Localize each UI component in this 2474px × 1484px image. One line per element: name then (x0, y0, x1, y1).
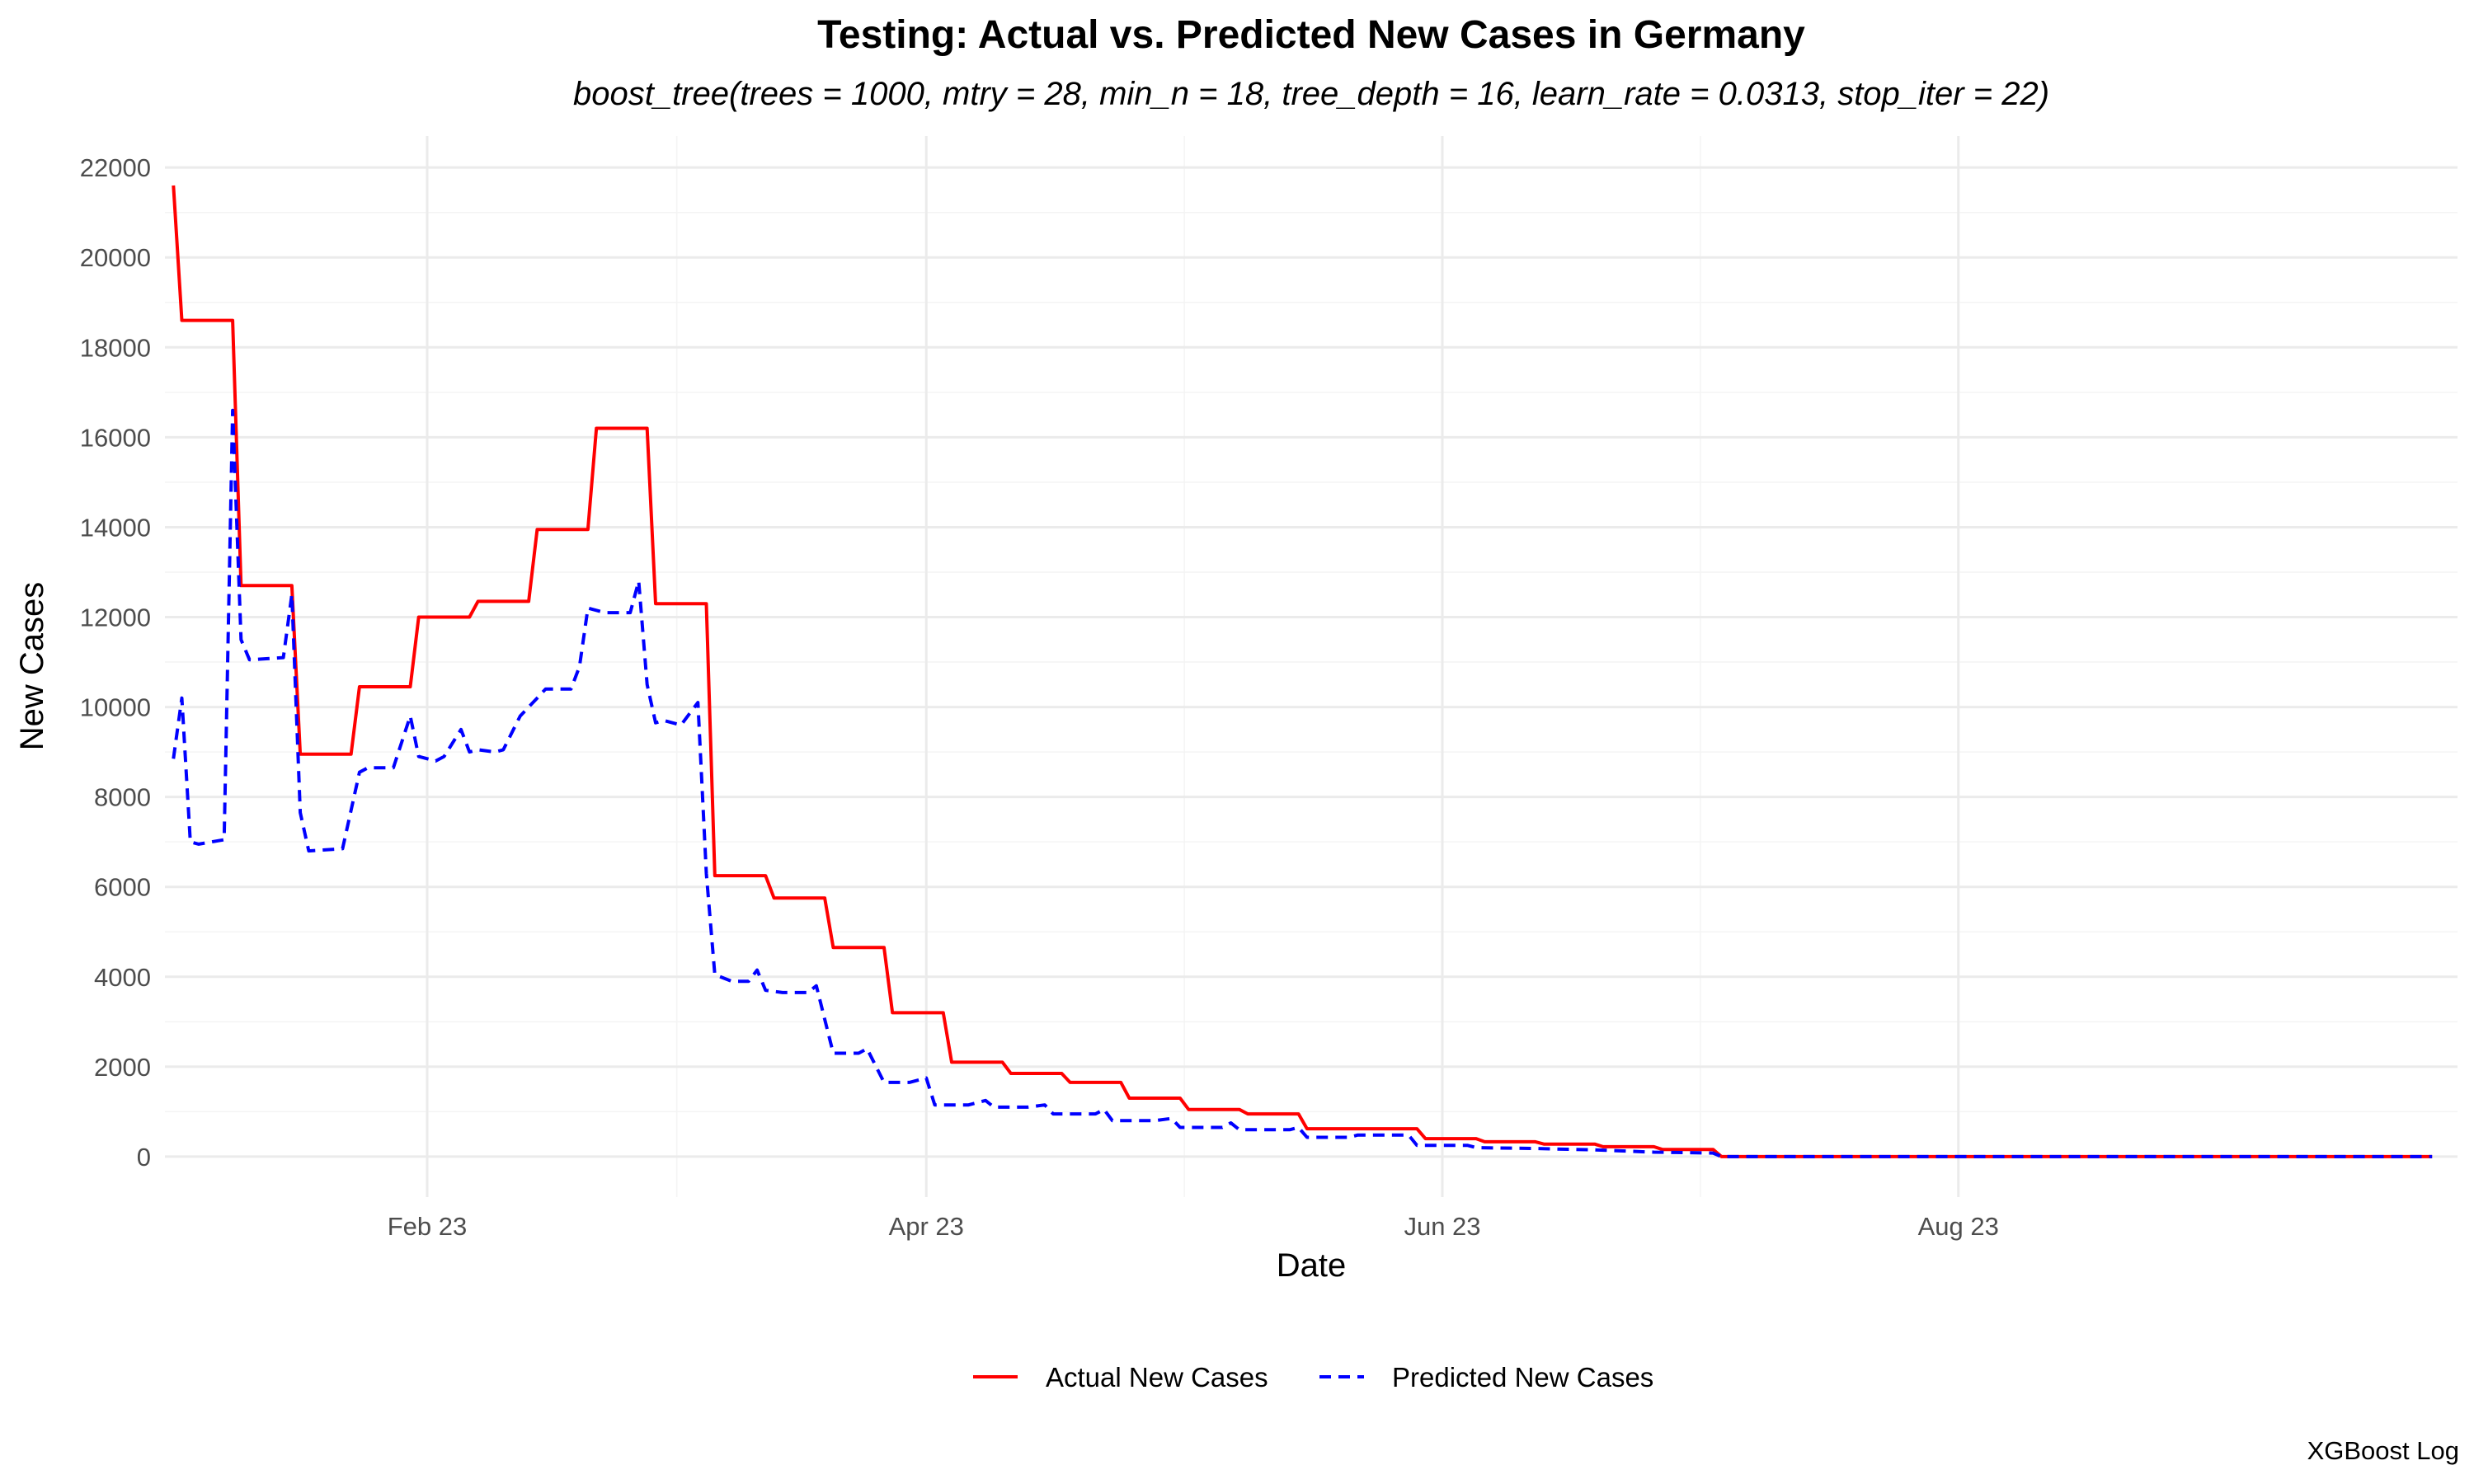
legend-label-predicted: Predicted New Cases (1392, 1362, 1653, 1392)
series-line-actual (172, 185, 2433, 1158)
y-tick-label: 0 (137, 1143, 151, 1172)
y-tick-label: 18000 (80, 333, 151, 362)
x-tick-label: Feb 23 (388, 1212, 468, 1241)
x-axis-label: Date (1277, 1247, 1347, 1284)
series-line-predicted (172, 408, 2433, 1158)
chart-title: Testing: Actual vs. Predicted New Cases … (817, 13, 1805, 57)
y-tick-label: 16000 (80, 423, 151, 452)
y-tick-label: 22000 (80, 153, 151, 182)
y-tick-label: 12000 (80, 603, 151, 632)
y-tick-label: 2000 (94, 1053, 151, 1082)
y-tick-label: 8000 (94, 783, 151, 812)
chart-caption: XGBoost Log (2307, 1436, 2459, 1465)
legend-label-actual: Actual New Cases (1046, 1362, 1268, 1392)
legend: Actual New Cases Predicted New Cases (973, 1362, 1653, 1392)
grid (165, 136, 2458, 1197)
y-tick-label: 10000 (80, 693, 151, 722)
x-tick-label: Apr 23 (889, 1212, 964, 1241)
y-tick-label: 4000 (94, 963, 151, 992)
x-axis-ticks: Feb 23 Apr 23 Jun 23 Aug 23 (388, 1212, 1999, 1241)
x-tick-label: Aug 23 (1918, 1212, 1999, 1241)
y-tick-label: 14000 (80, 513, 151, 542)
y-tick-label: 20000 (80, 243, 151, 272)
chart-subtitle: boost_tree(trees = 1000, mtry = 28, min_… (573, 76, 2049, 112)
y-axis-label: New Cases (14, 582, 50, 751)
x-tick-label: Jun 23 (1404, 1212, 1480, 1241)
series-lines (172, 185, 2433, 1158)
y-axis-ticks: 0 2000 4000 6000 8000 10000 12000 14000 16000 180… (80, 153, 151, 1172)
y-tick-label: 6000 (94, 873, 151, 902)
